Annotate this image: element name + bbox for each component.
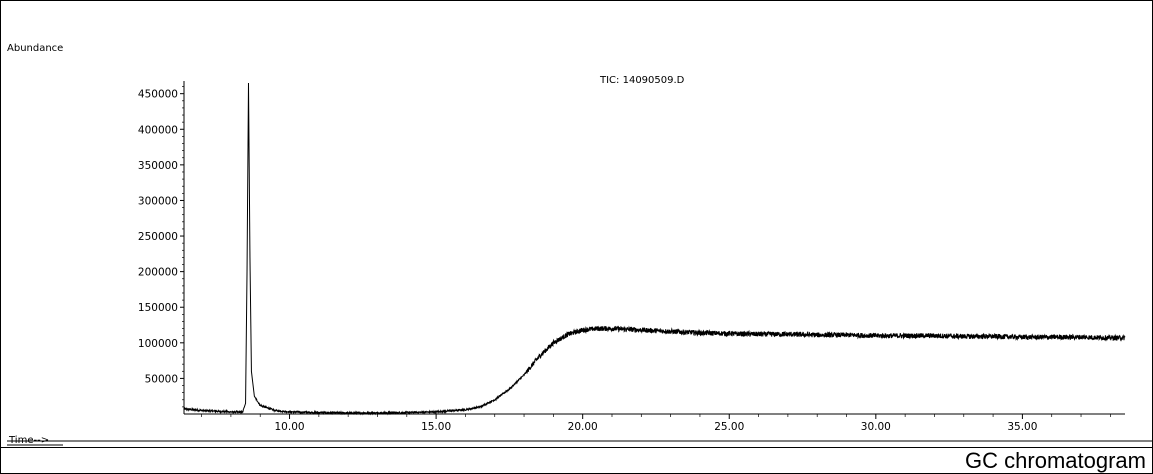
x-tick-label: 20.00 xyxy=(568,421,598,433)
x-tick-label: 15.00 xyxy=(421,421,451,433)
x-tick-label: 35.00 xyxy=(1007,421,1037,433)
y-tick-label: 450000 xyxy=(138,89,178,101)
tic-trace-line xyxy=(183,82,1126,416)
y-tick-label: 300000 xyxy=(138,195,178,207)
y-tick-label: 200000 xyxy=(138,267,178,279)
x-axis-title: Time--> xyxy=(8,435,49,446)
x-tick-label: 10.00 xyxy=(275,421,305,433)
x-tick-label: 25.00 xyxy=(714,421,744,433)
caption-area: GC chromatogram xyxy=(1,447,1152,474)
figure-caption: GC chromatogram xyxy=(965,448,1146,473)
y-tick-label: 250000 xyxy=(138,231,178,243)
y-axis-title: Abundance xyxy=(7,43,63,54)
y-tick-label: 400000 xyxy=(138,124,178,136)
y-tick-label: 150000 xyxy=(138,302,178,314)
axes xyxy=(183,81,1125,415)
y-tick-label: 350000 xyxy=(138,160,178,172)
x-tick-label: 30.00 xyxy=(861,421,891,433)
series-label: TIC: 14090509.D xyxy=(599,75,685,86)
y-tick-label: 100000 xyxy=(138,338,178,350)
y-tick-label: 50000 xyxy=(145,373,178,385)
y-axis-ticks: 50000 100000 150000 200000 250000 300000 35000… xyxy=(138,86,184,408)
x-axis-ticks: 10.00 15.00 20.00 25.00 30.00 35.00 xyxy=(201,414,1111,433)
chromatogram-chart: Abundance TIC: 14090509.D 50000 100000 150… xyxy=(7,43,1152,446)
